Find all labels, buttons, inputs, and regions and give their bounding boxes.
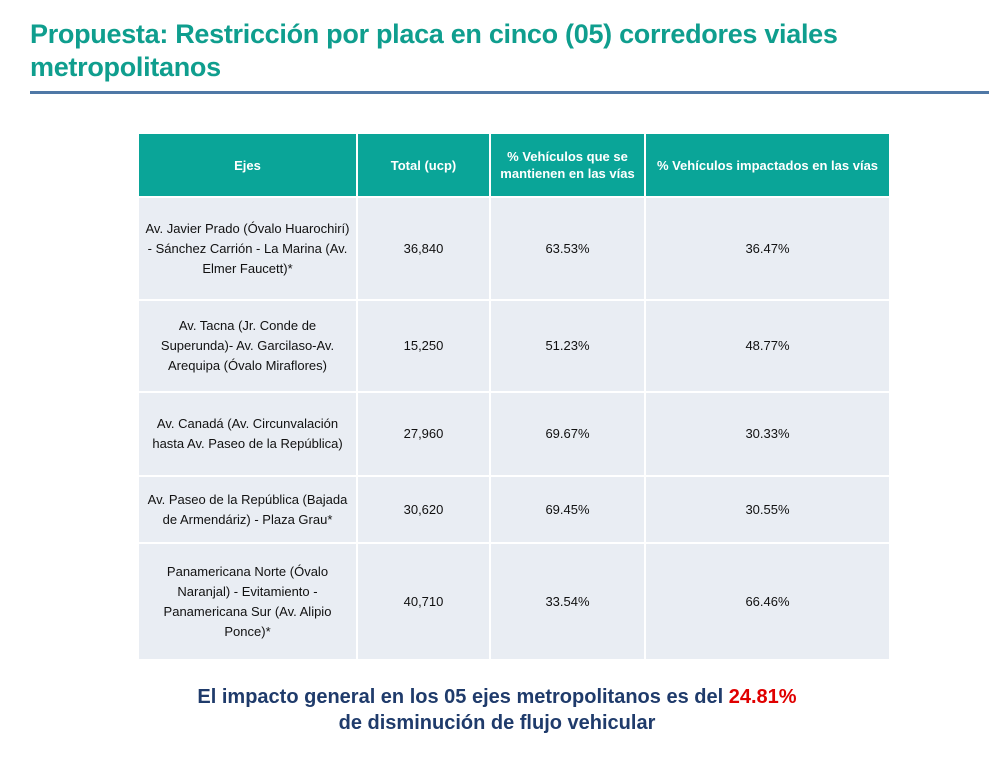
cell-mantienen: 33.54% [489, 542, 646, 661]
cell-total: 40,710 [356, 542, 491, 661]
cell-mantienen: 69.67% [489, 391, 646, 477]
table-row: Av. Javier Prado (Óvalo Huarochirí) - Sá… [137, 196, 891, 301]
summary-text: El impacto general en los 05 ejes metrop… [0, 684, 989, 736]
summary-prefix: El impacto general en los 05 ejes metrop… [197, 686, 729, 708]
table-row: Av. Canadá (Av. Circunvalación hasta Av.… [137, 391, 891, 477]
cell-mantienen: 51.23% [489, 299, 646, 393]
cell-mantienen: 69.45% [489, 475, 646, 544]
title-divider [30, 91, 989, 94]
table-row: Av. Paseo de la República (Bajada de Arm… [137, 475, 891, 544]
cell-eje: Av. Javier Prado (Óvalo Huarochirí) - Sá… [137, 196, 358, 301]
cell-total: 15,250 [356, 299, 491, 393]
cell-eje: Av. Tacna (Jr. Conde de Superunda)- Av. … [137, 299, 358, 393]
cell-impactados: 30.33% [644, 391, 891, 477]
summary-line-2: de disminución de flujo vehicular [338, 712, 656, 734]
cell-total: 27,960 [356, 391, 491, 477]
cell-impactados: 66.46% [644, 542, 891, 661]
column-header-mantienen: % Vehículos que se mantienen en las vías [489, 132, 646, 198]
summary-line-1: El impacto general en los 05 ejes metrop… [0, 684, 989, 710]
cell-mantienen: 63.53% [489, 196, 646, 301]
cell-impactados: 36.47% [644, 196, 891, 301]
column-header-ejes: Ejes [137, 132, 358, 198]
impact-percentage: 24.81% [728, 686, 797, 708]
cell-impactados: 30.55% [644, 475, 891, 544]
cell-eje: Av. Canadá (Av. Circunvalación hasta Av.… [137, 391, 358, 477]
column-header-impactados: % Vehículos impactados en las vías [644, 132, 891, 198]
cell-impactados: 48.77% [644, 299, 891, 393]
table-row: Panamericana Norte (Óvalo Naranjal) - Ev… [137, 542, 891, 661]
page-title: Propuesta: Restricción por placa en cinc… [30, 19, 838, 82]
column-header-total: Total (ucp) [356, 132, 491, 198]
cell-total: 36,840 [356, 196, 491, 301]
cell-eje: Av. Paseo de la República (Bajada de Arm… [137, 475, 358, 544]
cell-eje: Panamericana Norte (Óvalo Naranjal) - Ev… [137, 542, 358, 661]
cell-total: 30,620 [356, 475, 491, 544]
table-header-row: Ejes Total (ucp) % Vehículos que se mant… [137, 132, 891, 198]
corridors-table: Ejes Total (ucp) % Vehículos que se mant… [137, 132, 891, 661]
table-row: Av. Tacna (Jr. Conde de Superunda)- Av. … [137, 299, 891, 393]
